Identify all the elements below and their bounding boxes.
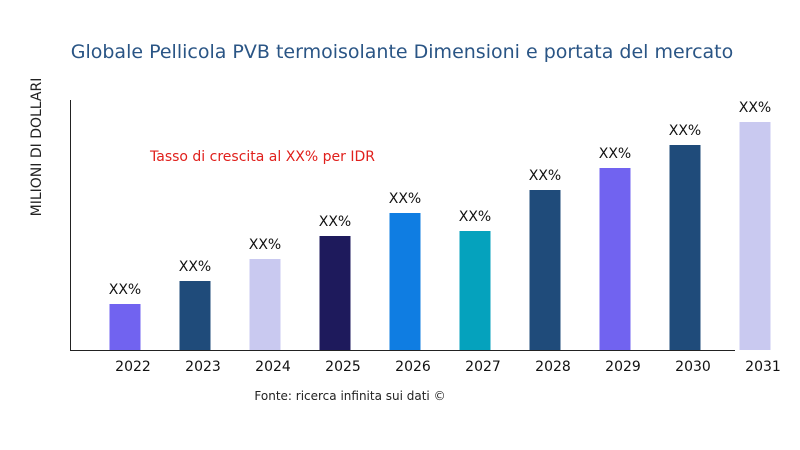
data-label-2027: XX% (459, 209, 491, 225)
bar-2031 (739, 122, 771, 350)
x-tick-2022: 2022 (115, 359, 151, 375)
data-label-2030: XX% (669, 123, 701, 139)
x-tick-2027: 2027 (465, 359, 501, 375)
chart-title: Globale Pellicola PVB termoisolante Dime… (71, 41, 734, 63)
data-label-2026: XX% (389, 191, 421, 207)
data-label-2025: XX% (319, 214, 351, 230)
data-label-2022: XX% (109, 282, 141, 298)
data-label-2029: XX% (599, 146, 631, 162)
bar-2025 (319, 236, 351, 350)
bar-2023 (179, 281, 211, 350)
y-axis-label: MILIONI DI DOLLARI (29, 78, 45, 217)
x-tick-2025: 2025 (325, 359, 361, 375)
x-tick-2028: 2028 (535, 359, 571, 375)
data-label-2031: XX% (739, 100, 771, 116)
bar-2030 (669, 145, 701, 350)
bar-2027 (459, 231, 491, 350)
bar-2022 (109, 304, 141, 350)
x-tick-2023: 2023 (185, 359, 221, 375)
x-tick-2031: 2031 (745, 359, 781, 375)
bar-2024 (249, 259, 281, 350)
x-tick-2030: 2030 (675, 359, 711, 375)
bar-2026 (389, 213, 421, 350)
source-note: Fonte: ricerca infinita sui dati © (254, 389, 445, 403)
x-tick-2026: 2026 (395, 359, 431, 375)
x-tick-2029: 2029 (605, 359, 641, 375)
data-label-2024: XX% (249, 237, 281, 253)
data-label-2028: XX% (529, 168, 561, 184)
bar-2028 (529, 190, 561, 350)
data-label-2023: XX% (179, 259, 211, 275)
x-tick-2024: 2024 (255, 359, 291, 375)
growth-annotation: Tasso di crescita al XX% per IDR (149, 149, 375, 165)
bar-2029 (599, 168, 631, 350)
